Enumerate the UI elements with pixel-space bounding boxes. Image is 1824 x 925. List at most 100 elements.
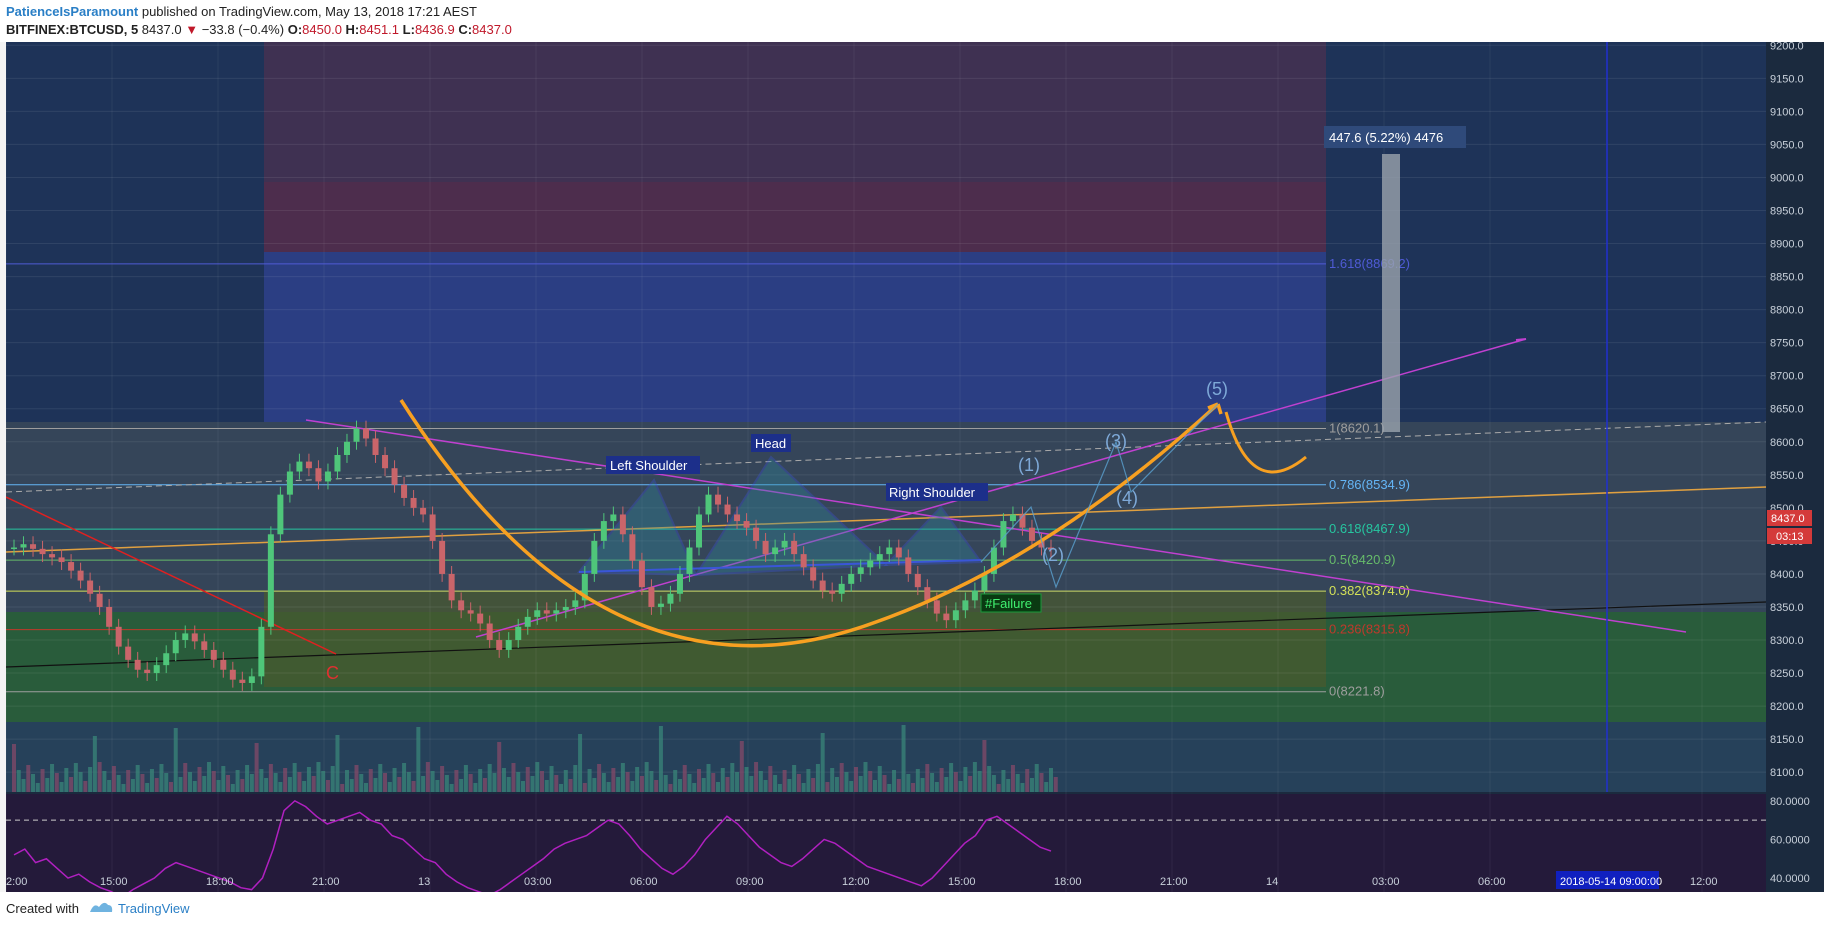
candle-body (810, 567, 817, 581)
high-value: 8451.1 (359, 22, 400, 37)
volume-bar (949, 763, 954, 792)
candle-body (68, 562, 75, 571)
head-shoulders-pattern (576, 455, 983, 577)
volume-bar (92, 736, 97, 792)
cup-arrow-icon (1207, 402, 1223, 415)
chart-area[interactable]: 1.618(8869.2) 1(8620.1) 0.786(8534.9) 0.618… (5, 40, 1824, 910)
volume-bar (887, 784, 892, 792)
volume-bar (692, 783, 697, 792)
candle-body (39, 548, 46, 555)
volume-bar (849, 781, 854, 792)
volume-bar (616, 777, 621, 792)
time-tick-label: 15:00 (948, 876, 976, 888)
volume-bar (682, 765, 687, 792)
volume-bar (939, 768, 944, 792)
failure-bg (980, 593, 1042, 613)
volume-bar (763, 780, 768, 792)
volume-bar (111, 766, 116, 792)
volume-bar (901, 725, 906, 792)
volume-bar (701, 778, 706, 792)
price-tick-label: 9000.0 (1770, 172, 1804, 184)
volume-bar (735, 772, 740, 792)
symbol-label[interactable]: BITFINEX:BTCUSD, 5 (6, 22, 139, 37)
volume-bar (830, 768, 835, 792)
candle-body (753, 527, 760, 541)
volume-bar (254, 743, 259, 792)
candle-body (448, 573, 455, 601)
time-tick-label: 18:00 (206, 876, 234, 888)
volume-bar (21, 779, 26, 792)
time-tick-label: 06:00 (630, 876, 658, 888)
volume-bar (815, 764, 820, 792)
tradingview-link[interactable]: TradingView (118, 901, 190, 916)
author-link[interactable]: PatienceIsParamount (6, 4, 139, 19)
fib-label: 0.382(8374.0) (1329, 583, 1410, 598)
volume-bar (273, 773, 278, 792)
volume-bar (245, 765, 250, 792)
volume-bar (911, 783, 916, 792)
candle-body (990, 547, 997, 574)
volume-bar (31, 774, 36, 792)
volume-bar (1010, 765, 1015, 792)
volume-bar (454, 770, 459, 792)
volume-bar (820, 733, 825, 792)
volume-bar (535, 762, 540, 792)
magenta-arrow-up-icon (1515, 338, 1527, 341)
rsi-tick-label: 80.0000 (1770, 796, 1810, 808)
volume-bar (934, 782, 939, 792)
wave-5-label: (5) (1206, 379, 1228, 399)
volume-bars (12, 725, 1058, 792)
volume-bar (69, 777, 74, 792)
volume-bar (35, 783, 40, 792)
fib-levels: 1.618(8869.2)1(8620.1)0.786(8534.9)0.618… (6, 256, 1410, 699)
volume-bar (306, 767, 311, 792)
volume-bar (178, 777, 183, 792)
candle-body (591, 540, 598, 574)
volume-bar (996, 784, 1001, 792)
rsi-pane (6, 794, 1766, 910)
volume-bar (811, 778, 816, 792)
candle-body (439, 540, 446, 574)
volume-bar (801, 783, 806, 792)
candle-body (372, 438, 379, 455)
volume-bar (226, 775, 231, 792)
volume-bar (758, 771, 763, 792)
candle-body (848, 573, 855, 584)
volume-bar (1034, 764, 1039, 792)
volume-bar (349, 779, 354, 792)
candle-body (762, 540, 769, 555)
candle-body (543, 610, 550, 614)
volume-bar (1053, 777, 1058, 792)
time-tick-label: 06:00 (1478, 876, 1506, 888)
candle-body (962, 600, 969, 611)
volume-bar (292, 763, 297, 792)
volume-bar (677, 779, 682, 792)
last-price-tag (1767, 510, 1812, 526)
volume-bar (487, 764, 492, 792)
candle-body (1038, 540, 1045, 548)
volume-bar (1049, 768, 1053, 792)
fib-label: 0.236(8315.8) (1329, 622, 1410, 637)
candle-body (172, 640, 179, 654)
elliott-wave-path (980, 403, 1219, 589)
candle-body (943, 613, 950, 621)
wave-2-label: (2) (1042, 545, 1064, 565)
candle-body (391, 468, 398, 485)
cursor-time-tag (1556, 871, 1659, 889)
candle-body (163, 653, 170, 666)
candle-body (857, 567, 864, 574)
volume-bar (164, 773, 169, 792)
volume-bar (501, 768, 506, 792)
candle-body (305, 461, 312, 469)
volume-bar (601, 773, 606, 792)
volume-bar (620, 763, 625, 792)
time-tick-label: 18:00 (1054, 876, 1082, 888)
head-shape (694, 455, 889, 577)
rsi-indicator (6, 799, 1766, 899)
volume-bar (173, 728, 178, 792)
time-tick-label: 13 (418, 876, 430, 888)
time-axis: 2:00 15:00 18:00 21:00 13 03:00 06:00 09:00 12:0… (6, 876, 1718, 888)
volume-bar (259, 769, 264, 792)
price-chart-svg[interactable]: 1.618(8869.2)1(8620.1)0.786(8534.9)0.618… (5, 40, 1824, 910)
candle-body (819, 580, 826, 591)
